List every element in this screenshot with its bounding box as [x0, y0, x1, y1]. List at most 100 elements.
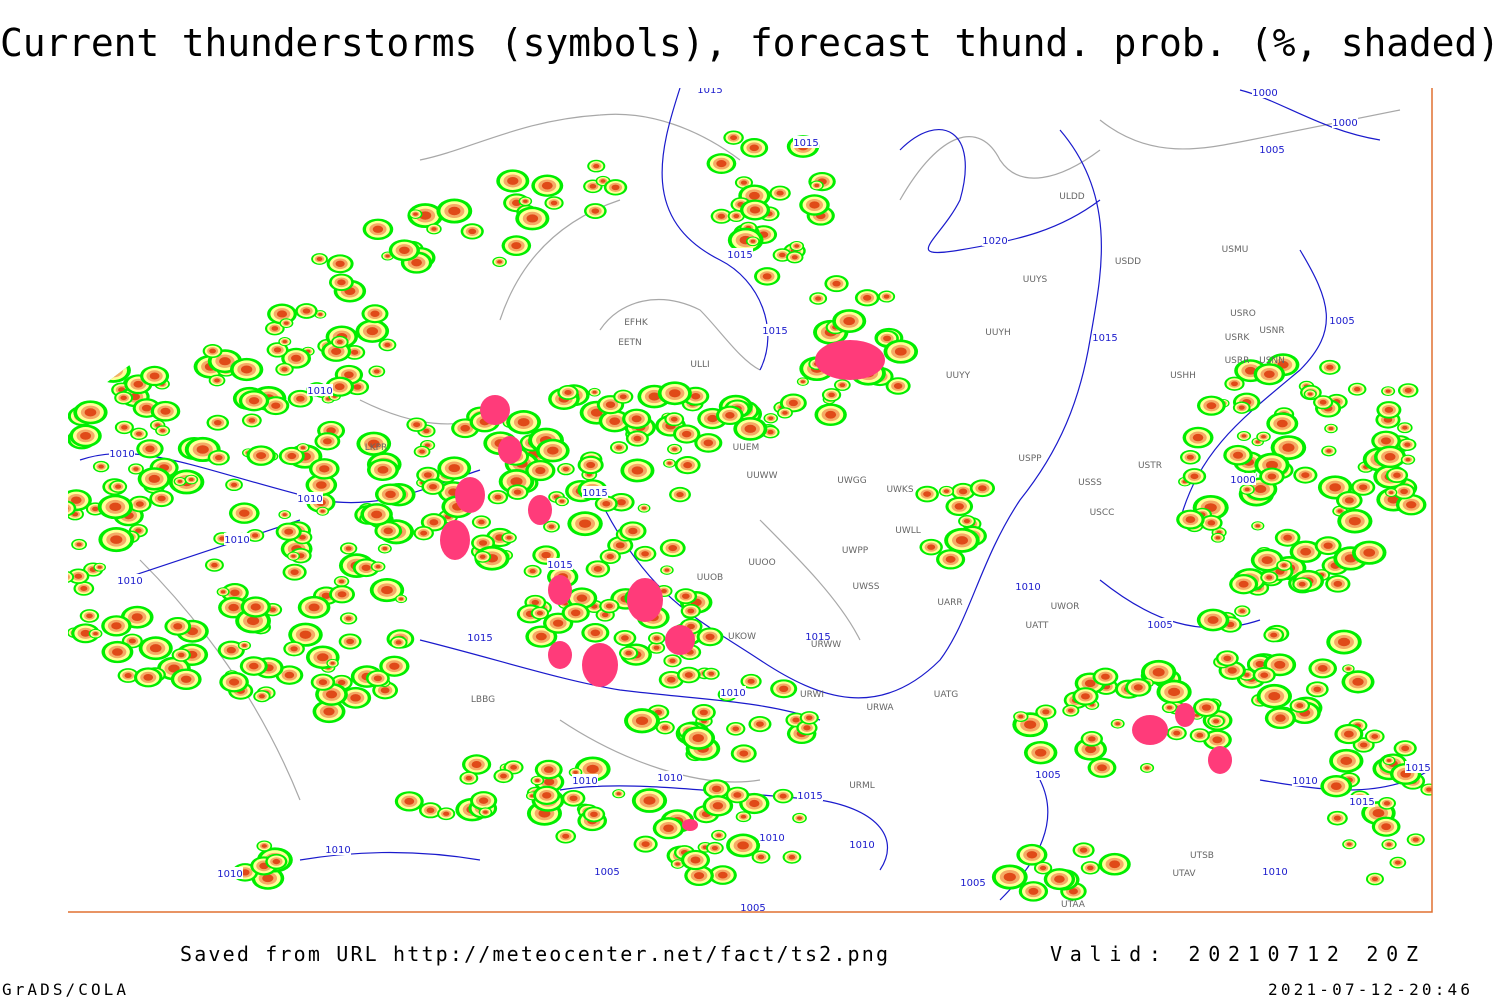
shade-blob [1244, 366, 1257, 375]
shade-blob [716, 160, 727, 168]
station-label: USTR [1138, 461, 1162, 471]
shade-blob [448, 464, 460, 473]
shade-blob [510, 764, 518, 770]
station-label: UUYS [1023, 275, 1048, 285]
shade-blob [211, 562, 218, 568]
shade-blob [1296, 703, 1304, 709]
shade-blob [733, 213, 740, 219]
shade-blob [517, 418, 530, 427]
isobar-label-bg [740, 901, 766, 912]
station-label: LBBG [471, 695, 495, 705]
shade-blob [535, 466, 546, 475]
shade-blob [395, 640, 402, 645]
shade-blob [366, 327, 379, 336]
shade-blob [1190, 473, 1199, 480]
isobar-label: 1015 [547, 560, 572, 571]
shade-blob [725, 412, 735, 419]
shade-blob [70, 496, 82, 504]
shade-blob [220, 590, 226, 594]
shade-blob [1144, 766, 1150, 770]
shade-blob [196, 445, 209, 454]
isobar-label: 1005 [1259, 145, 1284, 156]
shade-blob [219, 536, 226, 541]
shade-blob [1383, 801, 1391, 806]
shade-blob [1371, 876, 1379, 882]
station-label: UUYH [985, 328, 1010, 338]
shade-blob [526, 214, 539, 223]
shade-blob [92, 506, 99, 512]
station-label: EFHK [624, 318, 649, 328]
station-label: UWPP [842, 546, 869, 556]
shade-blob [1400, 488, 1408, 495]
shade-blob [330, 661, 335, 665]
shade-blob [419, 449, 425, 454]
shade-blob [1275, 714, 1286, 722]
shade-blob [1115, 722, 1121, 726]
shade-blob [353, 384, 362, 390]
isobar-label: 1010 [297, 494, 322, 505]
shade-blob [423, 428, 430, 434]
shade-blob [1283, 534, 1292, 541]
shade-blob [690, 856, 701, 864]
shade-blob [282, 513, 287, 517]
isobar-label-bg [720, 686, 746, 698]
station-label: USMU [1222, 245, 1249, 255]
shade-blob [1329, 483, 1342, 492]
shade-blob [1087, 865, 1094, 871]
shade-blob [479, 554, 486, 559]
shade-blob [625, 650, 632, 656]
shade-blob [779, 252, 786, 258]
shade-blob [299, 534, 306, 540]
shade-blob [231, 482, 238, 487]
shade-blob [337, 279, 346, 286]
shade-blob [648, 392, 661, 401]
shade-blob [111, 622, 122, 630]
shade-blob [1207, 616, 1219, 624]
shade-blob [1274, 660, 1286, 669]
shade-blob [703, 439, 714, 447]
shade-blob [281, 367, 288, 372]
station-label: USRK [1225, 333, 1251, 343]
shade-blob [251, 533, 259, 538]
isobar-label-bg [1147, 618, 1173, 630]
shade-blob [1192, 433, 1204, 442]
isobar-label: 1015 [1405, 763, 1430, 774]
shade-blob [1380, 437, 1392, 445]
shade-blob [615, 542, 625, 549]
shade-blob [1363, 548, 1376, 557]
shade-blob [543, 766, 554, 773]
shade-blob [1359, 742, 1368, 748]
shade-blob [1348, 516, 1361, 526]
shade-blob [308, 603, 320, 612]
shade-blob [1333, 815, 1341, 821]
isobar-label: 1015 [697, 85, 722, 96]
shade-blob [229, 678, 240, 686]
shade-blob [1300, 547, 1312, 556]
storm-patch [548, 641, 572, 669]
shade-blob [1185, 516, 1196, 523]
isobar-label-bg [727, 248, 753, 260]
shade-blob [1308, 392, 1313, 396]
shade-blob [284, 528, 294, 535]
isobar-label: 1010 [1015, 582, 1040, 593]
shade-blob [615, 445, 623, 450]
storm-patch [455, 477, 485, 513]
shade-blob [576, 594, 588, 602]
shade-blob [757, 854, 765, 860]
shade-blob [230, 589, 240, 597]
shade-blob [800, 380, 805, 384]
shade-blob [219, 357, 231, 366]
shade-blob [1196, 732, 1204, 738]
isobar-label-bg [1349, 795, 1375, 807]
shade-blob [1270, 632, 1278, 638]
shade-blob [1372, 809, 1385, 818]
shade-blob [547, 446, 559, 455]
shade-blob [1330, 782, 1342, 791]
station-label: UWLL [895, 526, 921, 536]
shade-blob [389, 662, 400, 670]
shade-blob [1260, 672, 1269, 678]
station-label: UTAA [1061, 900, 1086, 910]
shade-blob [249, 662, 259, 670]
shade-blob [708, 671, 715, 676]
shade-blob [143, 674, 154, 681]
